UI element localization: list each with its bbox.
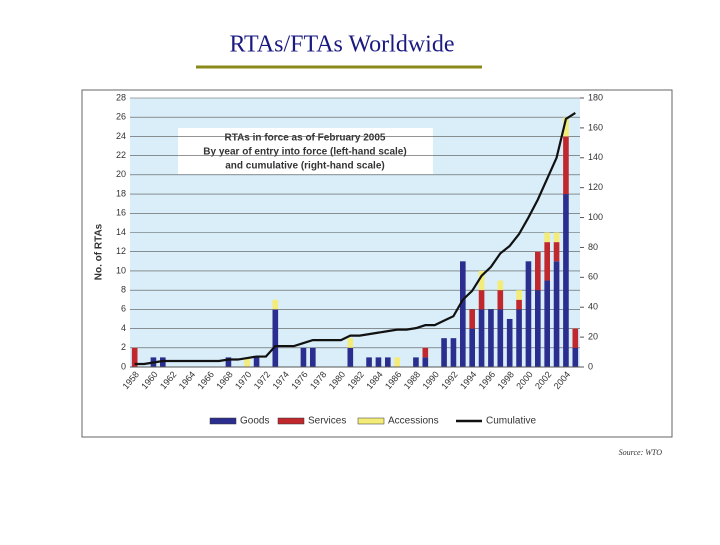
bar-segment	[347, 347, 354, 367]
bar-segment	[497, 280, 504, 291]
bar-segment	[525, 261, 532, 367]
bar-segment	[244, 357, 250, 367]
y2-tick-label: 120	[588, 182, 603, 192]
y-tick-label: 0	[121, 361, 126, 371]
bar-segment	[516, 299, 522, 310]
bar-segment	[516, 290, 522, 300]
bar-segment	[422, 347, 429, 358]
y-tick-label: 22	[116, 150, 126, 160]
y-tick-label: 8	[121, 285, 126, 295]
bar-segment	[563, 136, 569, 195]
y-tick-label: 4	[121, 323, 126, 333]
y2-tick-label: 100	[588, 212, 603, 222]
bar-segment	[272, 309, 279, 367]
y-tick-label: 26	[116, 112, 126, 122]
bar-segment	[563, 117, 569, 137]
y2-tick-label: 40	[588, 302, 598, 312]
bar-segment	[544, 280, 550, 367]
annotation-box	[178, 128, 433, 174]
y-tick-label: 2	[121, 342, 126, 352]
bar-segment	[516, 309, 522, 367]
bar-segment	[553, 242, 560, 262]
y-tick-label: 10	[116, 265, 126, 275]
bar-segment	[460, 261, 466, 367]
bar-segment	[535, 290, 541, 367]
y-tick-label: 18	[116, 188, 126, 198]
bar-segment	[375, 357, 382, 367]
bar-segment	[544, 232, 550, 243]
annotation: and cumulative (right-hand scale)	[225, 161, 384, 172]
bar-segment	[544, 242, 550, 281]
bar-segment	[225, 357, 232, 367]
y2-tick-label: 20	[588, 331, 598, 341]
y-tick-label: 24	[116, 131, 126, 141]
bar-segment	[572, 347, 579, 367]
annotation: By year of entry into force (left-hand s…	[203, 147, 406, 158]
y-tick-label: 14	[116, 227, 126, 237]
bar-segment	[572, 328, 579, 348]
bar-segment	[553, 232, 560, 243]
bar-segment	[506, 318, 513, 367]
bar-segment	[497, 309, 504, 367]
bar-segment	[131, 347, 138, 367]
y2-tick-label: 0	[588, 361, 593, 371]
bar-segment	[160, 357, 166, 367]
bar-segment	[488, 309, 494, 367]
bar-segment	[469, 309, 475, 329]
legend-label: Accessions	[388, 416, 439, 427]
bar-segment	[300, 347, 307, 367]
bar-segment	[347, 338, 354, 348]
y-tick-label: 12	[116, 246, 126, 256]
legend-swatch	[357, 417, 385, 425]
bar-segment	[394, 357, 400, 367]
slide-title: RTAs/FTAs Worldwide	[229, 32, 454, 58]
y-tick-label: 16	[116, 208, 126, 218]
bar-segment	[478, 290, 485, 310]
y-tick-label: 6	[121, 304, 126, 314]
bar-segment	[413, 357, 419, 367]
legend-swatch	[209, 417, 237, 425]
legend-label: Cumulative	[486, 416, 536, 427]
y-tick-label: 20	[116, 169, 126, 179]
bar-segment	[310, 347, 316, 367]
bar-segment	[535, 251, 541, 291]
y2-tick-label: 140	[588, 152, 603, 162]
y2-tick-label: 180	[588, 92, 603, 102]
y-tick-label: 28	[116, 92, 126, 102]
legend-label: Services	[308, 416, 346, 427]
bar-segment	[478, 309, 485, 367]
bar-segment	[450, 338, 457, 367]
bar-segment	[422, 357, 429, 367]
bar-segment	[385, 357, 391, 367]
y2-tick-label: 80	[588, 242, 598, 252]
bar-segment	[497, 290, 504, 310]
cumulative-line	[134, 112, 576, 366]
annotation: RTAs in force as of February 2005	[225, 133, 386, 144]
bar-segment	[441, 338, 447, 367]
source-note: Source: WTO	[619, 448, 663, 457]
y2-tick-label: 160	[588, 122, 603, 132]
bar-segment	[563, 194, 569, 367]
bar-segment	[253, 357, 260, 367]
bar-segment	[478, 270, 485, 291]
bar-segment	[469, 328, 475, 367]
bar-segment	[366, 357, 372, 367]
legend-swatch	[277, 417, 305, 425]
y2-tick-label: 60	[588, 272, 598, 282]
bar-segment	[553, 261, 560, 367]
bar-segment	[272, 299, 279, 310]
y-axis-label: No. of RTAs	[94, 223, 105, 280]
legend-label: Goods	[240, 416, 269, 427]
